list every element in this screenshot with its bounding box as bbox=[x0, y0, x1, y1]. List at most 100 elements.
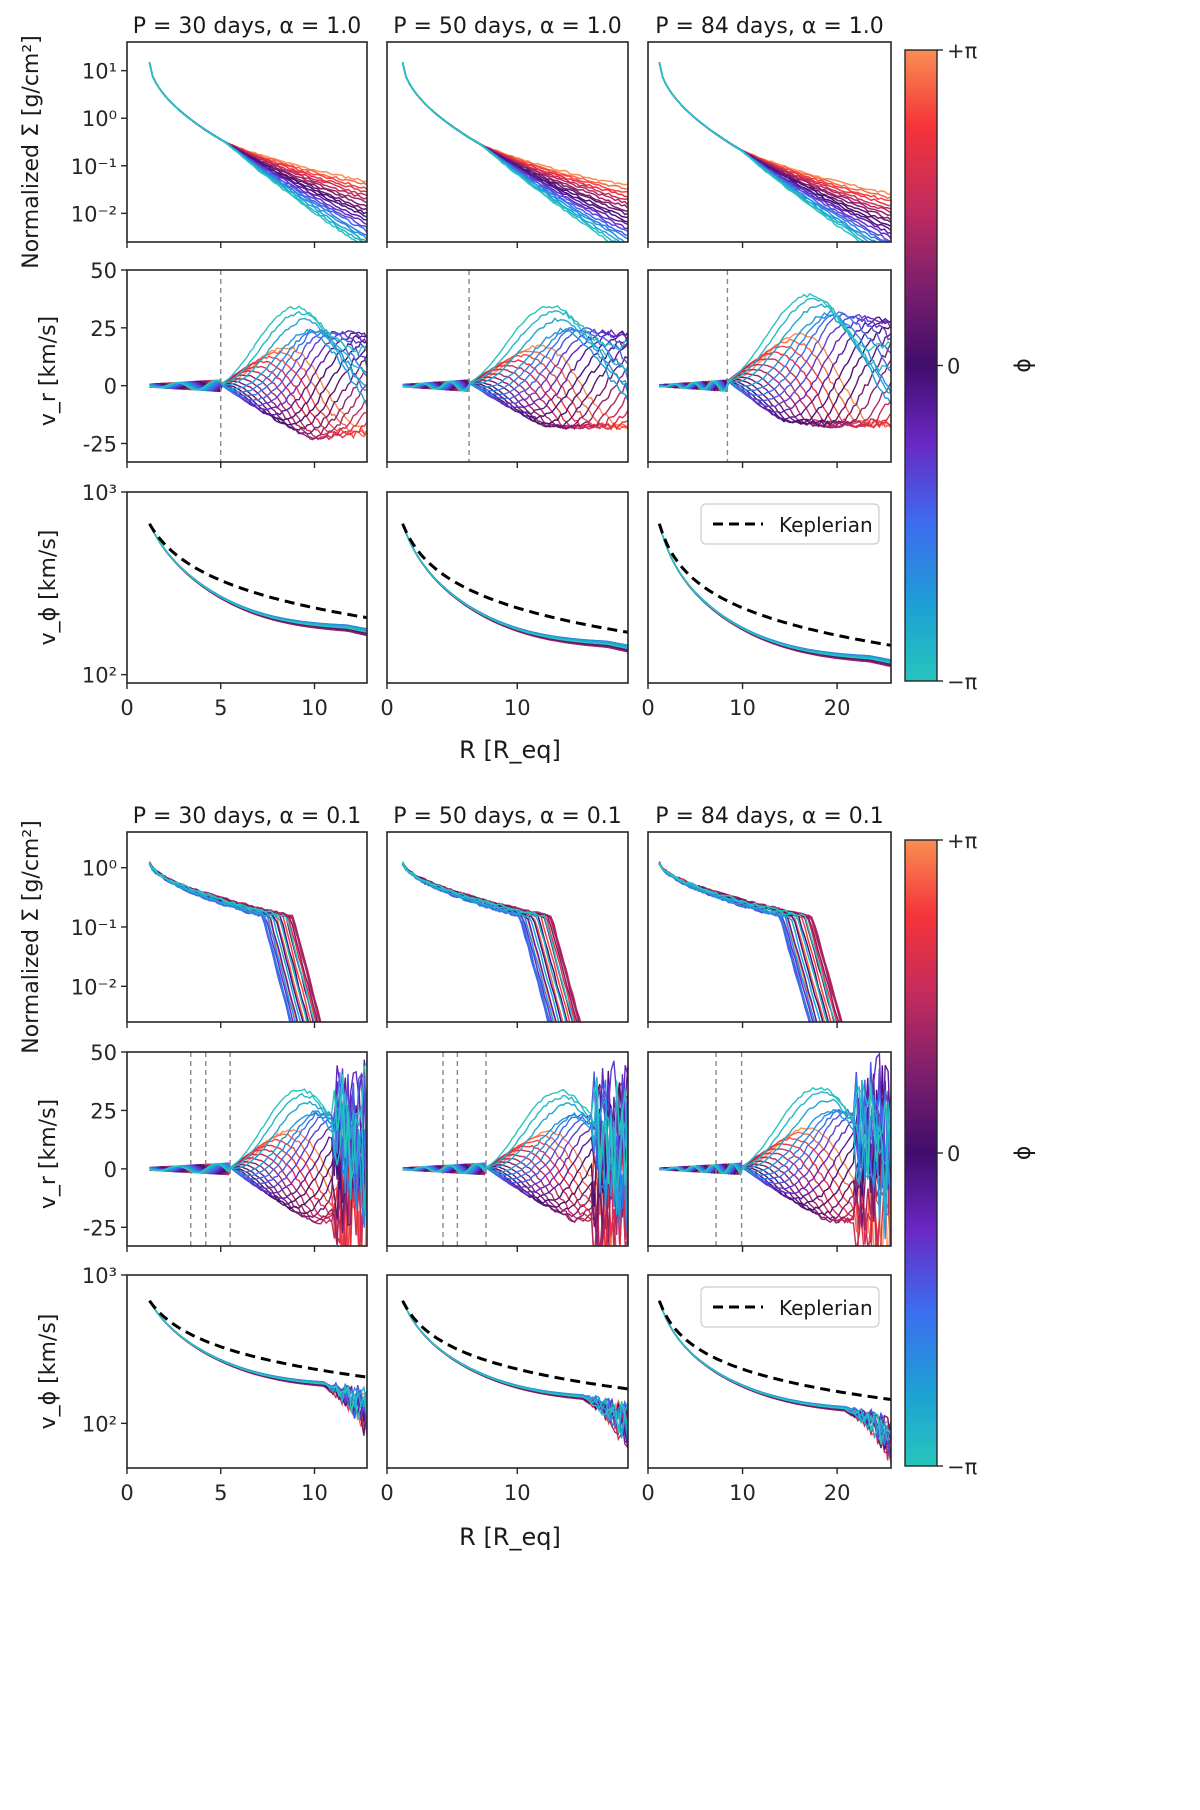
vphi-curve bbox=[148, 523, 367, 635]
keplerian-line bbox=[401, 523, 628, 634]
sigma-axes bbox=[647, 831, 892, 1023]
colorbar-label: ϕ bbox=[1012, 1146, 1037, 1161]
xtick-label: 20 bbox=[824, 1481, 851, 1505]
sigma-curves bbox=[401, 62, 628, 242]
vr-curves bbox=[402, 305, 628, 431]
vphi-curve bbox=[401, 1300, 628, 1443]
vr-axes bbox=[126, 1051, 368, 1247]
xtick-label: 10 bbox=[729, 696, 756, 720]
vphi-curve bbox=[148, 1300, 367, 1436]
vphi-curve bbox=[401, 1300, 628, 1441]
sigma-curve bbox=[658, 62, 891, 228]
vr-curve bbox=[659, 1082, 891, 1176]
sigma-ylabel: Normalized Σ [g/cm²] bbox=[19, 820, 44, 1054]
vr-ytick-label: 0 bbox=[104, 375, 117, 399]
sigma-curve bbox=[401, 62, 628, 223]
vphi-axes bbox=[386, 1274, 629, 1469]
vphi-curve bbox=[148, 1300, 367, 1434]
colorbar-tick-label: 0 bbox=[947, 355, 960, 379]
colorbar bbox=[904, 49, 938, 682]
vr-curve bbox=[149, 1061, 367, 1180]
vr-curve bbox=[659, 292, 891, 392]
vphi-curve bbox=[148, 523, 367, 636]
vphi-curve bbox=[148, 523, 367, 637]
vphi-curve bbox=[148, 523, 367, 637]
vr-ytick-label: 50 bbox=[90, 259, 117, 283]
colorbar-tick-label: −π bbox=[947, 670, 978, 694]
colorbar bbox=[904, 839, 938, 1467]
sigma-ytick-label: 10⁰ bbox=[82, 107, 117, 131]
vphi-curve bbox=[148, 1300, 367, 1420]
sigma-curve bbox=[401, 62, 626, 242]
vr-ylabel: v_r [km/s] bbox=[36, 316, 61, 426]
vphi-axes bbox=[647, 1274, 892, 1469]
sigma-curve bbox=[401, 62, 628, 240]
legend-label: Keplerian bbox=[779, 513, 873, 537]
sigma-curve bbox=[148, 62, 367, 200]
vphi-curve bbox=[401, 1300, 628, 1449]
sigma-curve bbox=[401, 62, 612, 242]
sigma-curves bbox=[148, 62, 367, 242]
xtick-label: 5 bbox=[214, 696, 227, 720]
sigma-curve bbox=[401, 62, 628, 198]
sigma-ytick-label: 10⁰ bbox=[82, 857, 117, 881]
vr-curves bbox=[659, 1052, 891, 1246]
sigma-axes bbox=[386, 831, 629, 1023]
vphi-curve bbox=[401, 1300, 628, 1448]
vphi-curves bbox=[148, 1299, 367, 1436]
legend: Keplerian bbox=[700, 1286, 880, 1328]
xtick-label: 5 bbox=[214, 1481, 227, 1505]
xtick-label: 0 bbox=[120, 696, 133, 720]
vphi-curve bbox=[401, 523, 628, 652]
xtick-label: 0 bbox=[641, 696, 654, 720]
vphi-curve bbox=[401, 523, 628, 653]
vr-curves bbox=[149, 1059, 367, 1246]
legend-box bbox=[700, 503, 880, 545]
legend-box bbox=[700, 1286, 880, 1328]
vr-curve bbox=[402, 335, 628, 425]
sigma-curve bbox=[658, 862, 836, 1022]
keplerian-line bbox=[657, 1300, 891, 1401]
xtick-label: 10 bbox=[729, 1481, 756, 1505]
vr-ytick-label: -25 bbox=[83, 432, 117, 456]
vphi-curve bbox=[148, 1300, 367, 1419]
sigma-curve bbox=[658, 62, 877, 242]
sigma-axes bbox=[386, 41, 629, 243]
sigma-axes bbox=[126, 831, 368, 1023]
vphi-ytick-label: 10² bbox=[82, 1412, 117, 1436]
vphi-curve bbox=[401, 523, 628, 651]
vphi-ylabel: v_ϕ [km/s] bbox=[36, 1314, 61, 1430]
vphi-curve bbox=[401, 523, 628, 653]
vphi-curve bbox=[148, 523, 367, 636]
vr-curve bbox=[659, 359, 891, 429]
sigma-curve bbox=[148, 862, 291, 1022]
vr-curve bbox=[149, 1091, 367, 1219]
vr-curve bbox=[659, 1136, 891, 1246]
keplerian-line bbox=[657, 523, 891, 647]
vphi-curve bbox=[148, 523, 367, 633]
sigma-curve bbox=[658, 62, 889, 242]
vr-curve bbox=[149, 310, 367, 391]
sigma-curve bbox=[148, 62, 367, 236]
vphi-curve bbox=[658, 523, 891, 664]
sigma-curve bbox=[658, 62, 891, 202]
vphi-curve bbox=[148, 1300, 367, 1416]
vphi-axes bbox=[386, 491, 629, 684]
vphi-curve bbox=[148, 523, 367, 636]
xtick-label: 20 bbox=[824, 696, 851, 720]
sigma-ytick-label: 10⁻² bbox=[71, 202, 117, 226]
vr-ytick-label: 25 bbox=[90, 1099, 117, 1123]
xtick-label: 10 bbox=[301, 696, 328, 720]
vr-curve bbox=[659, 1090, 891, 1224]
sigma-curve bbox=[658, 62, 867, 242]
vphi-curve bbox=[658, 523, 891, 667]
vr-axes bbox=[647, 1051, 892, 1247]
sigma-curve bbox=[148, 62, 367, 193]
vr-axes bbox=[386, 1051, 629, 1247]
vr-curve bbox=[149, 1132, 367, 1232]
vphi-curves bbox=[657, 1300, 891, 1463]
keplerian-line bbox=[148, 523, 367, 620]
xtick-label: 10 bbox=[301, 1481, 328, 1505]
colorbar-tick-label: 0 bbox=[947, 1142, 960, 1166]
vphi-curve bbox=[401, 1300, 628, 1443]
